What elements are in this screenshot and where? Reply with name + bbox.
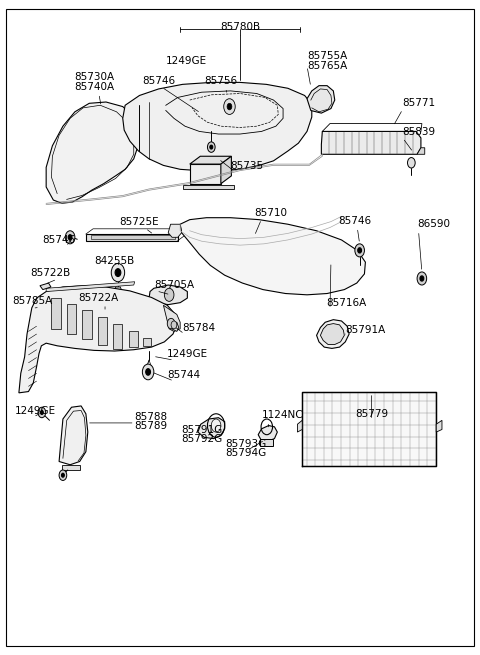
Polygon shape (260, 439, 273, 447)
Text: 85710: 85710 (254, 208, 288, 217)
Circle shape (68, 234, 72, 240)
Polygon shape (307, 86, 335, 113)
Polygon shape (144, 338, 152, 346)
Polygon shape (258, 426, 277, 441)
Text: 85755A: 85755A (307, 51, 347, 61)
Circle shape (38, 407, 46, 418)
Text: 1249GE: 1249GE (15, 405, 56, 416)
Text: 85756: 85756 (204, 77, 238, 86)
Polygon shape (190, 157, 231, 164)
Text: 85716A: 85716A (326, 298, 366, 308)
Circle shape (408, 158, 415, 168)
Polygon shape (169, 322, 179, 331)
Polygon shape (129, 331, 138, 347)
Text: 85705A: 85705A (154, 280, 194, 290)
Text: 85740A: 85740A (74, 82, 114, 92)
Text: 86590: 86590 (417, 219, 450, 229)
Polygon shape (180, 217, 365, 295)
Text: 85780B: 85780B (220, 22, 260, 32)
Circle shape (210, 145, 213, 149)
Text: 85785A: 85785A (12, 296, 53, 306)
Polygon shape (163, 305, 180, 331)
Circle shape (61, 474, 64, 477)
Text: 1249GE: 1249GE (167, 349, 208, 359)
Polygon shape (113, 324, 122, 349)
Polygon shape (436, 421, 442, 432)
Text: 84255B: 84255B (95, 256, 135, 266)
Circle shape (227, 103, 232, 110)
Polygon shape (321, 324, 344, 345)
Circle shape (420, 276, 424, 281)
Text: 85788: 85788 (135, 411, 168, 422)
Circle shape (355, 244, 364, 257)
Circle shape (207, 142, 215, 153)
Text: 85746: 85746 (43, 235, 76, 245)
Circle shape (224, 99, 235, 115)
Circle shape (164, 288, 174, 301)
Text: 85779: 85779 (355, 409, 388, 419)
Circle shape (167, 318, 175, 329)
Polygon shape (46, 282, 135, 291)
Polygon shape (198, 418, 225, 439)
Polygon shape (59, 406, 88, 465)
Polygon shape (182, 185, 234, 189)
Text: 85722B: 85722B (30, 268, 70, 278)
Text: 85789: 85789 (135, 421, 168, 432)
Text: 85722A: 85722A (78, 293, 119, 303)
Circle shape (146, 369, 151, 375)
Polygon shape (67, 304, 76, 334)
Polygon shape (221, 157, 231, 183)
Polygon shape (302, 392, 436, 466)
Text: 1249GE: 1249GE (166, 56, 207, 66)
Text: 85793G: 85793G (226, 439, 267, 449)
Circle shape (211, 419, 221, 432)
Polygon shape (317, 320, 349, 348)
Polygon shape (82, 310, 92, 339)
Polygon shape (417, 148, 425, 155)
Circle shape (171, 321, 177, 329)
Text: 85839: 85839 (403, 126, 436, 137)
Text: 85746: 85746 (338, 216, 372, 226)
Polygon shape (62, 465, 80, 470)
Circle shape (40, 411, 43, 415)
Polygon shape (46, 102, 139, 203)
Polygon shape (149, 285, 187, 305)
Polygon shape (115, 287, 121, 290)
Text: 85735: 85735 (230, 160, 264, 171)
Polygon shape (91, 235, 175, 239)
Polygon shape (322, 132, 421, 155)
Text: 85791G: 85791G (181, 424, 222, 435)
Polygon shape (298, 421, 302, 432)
Polygon shape (123, 83, 312, 171)
Polygon shape (168, 224, 181, 237)
Text: 85744: 85744 (167, 370, 200, 380)
Text: 85784: 85784 (182, 323, 216, 333)
Text: 85792G: 85792G (181, 434, 222, 445)
Text: 85765A: 85765A (307, 62, 347, 71)
Circle shape (115, 269, 121, 276)
Circle shape (65, 231, 75, 244)
Text: 85725E: 85725E (120, 217, 159, 227)
Text: 85730A: 85730A (74, 73, 114, 83)
Text: 85794G: 85794G (226, 448, 267, 458)
Circle shape (111, 263, 125, 282)
Circle shape (417, 272, 427, 285)
Circle shape (143, 364, 154, 380)
Text: 85771: 85771 (403, 98, 436, 108)
Polygon shape (40, 283, 51, 290)
Circle shape (358, 248, 361, 253)
Circle shape (59, 470, 67, 481)
Polygon shape (19, 286, 177, 393)
Polygon shape (98, 317, 107, 345)
Polygon shape (51, 298, 60, 329)
Polygon shape (190, 164, 221, 183)
Polygon shape (86, 234, 178, 240)
Text: 1124NC: 1124NC (262, 410, 303, 421)
Text: 85746: 85746 (142, 76, 175, 86)
Text: 85791A: 85791A (345, 326, 385, 335)
